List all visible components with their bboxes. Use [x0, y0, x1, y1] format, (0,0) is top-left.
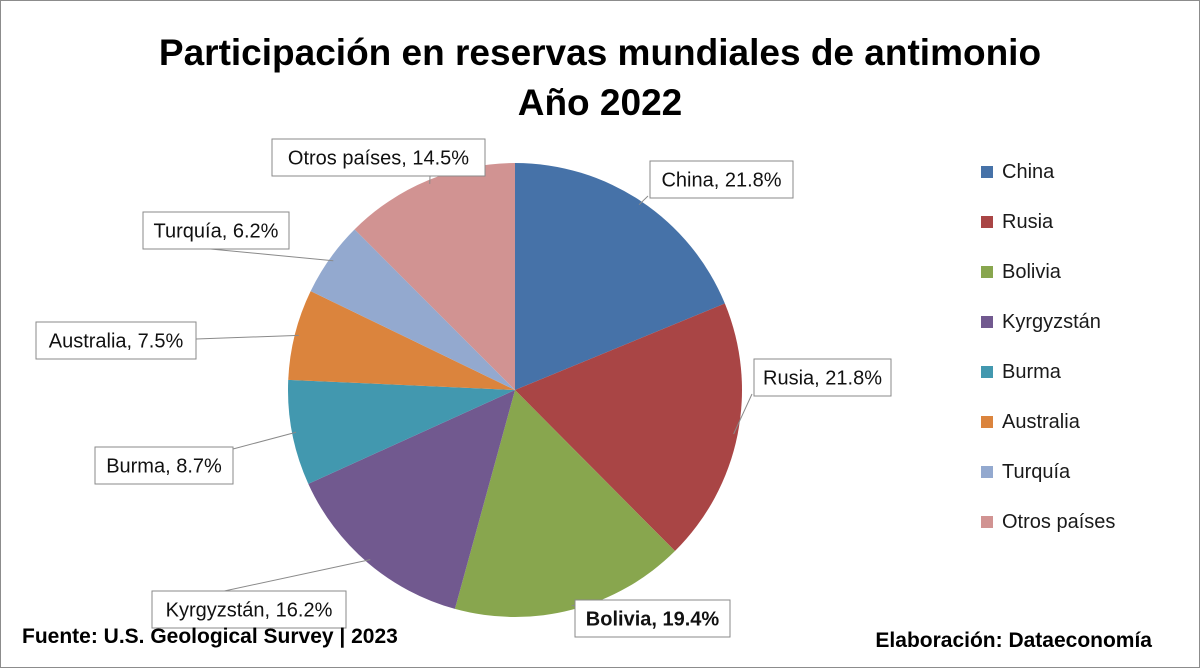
legend-item-australia: Australia [981, 397, 1115, 447]
pie-slice-otros-paises [354, 163, 515, 390]
legend-label: Otros países [1002, 510, 1116, 533]
legend-label: China [1002, 160, 1055, 183]
legend-swatch [981, 516, 993, 528]
data-label-bolivia: Bolivia, 19.4% [574, 599, 731, 638]
chart-title-line-2: Año 2022 [517, 82, 683, 123]
legend-item-china: China [981, 147, 1115, 197]
data-label-china: China, 21.8% [649, 160, 794, 199]
legend-swatch [981, 166, 993, 178]
legend-label: Bolivia [1002, 260, 1061, 283]
slice-labels: China, 21.8% Rusia, 21.8% Bolivia, 19.4% Ky… [35, 138, 892, 638]
legend-swatch [981, 366, 993, 378]
data-label-box [649, 160, 794, 199]
legend-swatch [981, 416, 993, 428]
data-label-box [574, 599, 731, 638]
legend-item-otros-paises: Otros países [981, 497, 1115, 547]
data-label-turquia: Turquía, 6.2% [142, 211, 290, 250]
legend-swatch [981, 316, 993, 328]
pie-slices [288, 163, 742, 617]
pie-slice-burma [288, 379, 515, 484]
credit-note: Elaboración: Dataeconomía [875, 629, 1152, 652]
data-label-text: Kyrgyzstán, 16.2% [166, 600, 333, 622]
data-label-box [271, 138, 486, 177]
data-label-text: China, 21.8% [661, 170, 781, 192]
leader-line-burma [232, 431, 297, 450]
legend-label: Burma [1002, 360, 1061, 383]
pie-slice-china [515, 163, 725, 390]
data-label-australia: Australia, 7.5% [35, 321, 197, 360]
data-label-text: Otros países, 14.5% [288, 148, 469, 170]
leader-line-australia [195, 334, 299, 340]
data-label-rusia: Rusia, 21.8% [753, 358, 892, 397]
pie-slice-bolivia [454, 390, 675, 617]
data-label-box [35, 321, 197, 360]
data-label-text: Turquía, 6.2% [154, 221, 279, 243]
data-label-box [94, 446, 234, 485]
source-note: Fuente: U.S. Geological Survey | 2023 [22, 625, 398, 648]
legend-item-turquia: Turquía [981, 447, 1115, 497]
pie-slice-turquia [310, 229, 515, 390]
leader-line-kyrgyzstan [214, 559, 371, 594]
data-label-box [753, 358, 892, 397]
legend-item-kyrgyzstan: Kyrgyzstán [981, 297, 1115, 347]
pie-slice-rusia [515, 303, 742, 552]
pie-slice-australia [288, 291, 515, 390]
data-label-box [151, 590, 347, 629]
legend-item-burma: Burma [981, 347, 1115, 397]
chart-title-line-1: Participación en reservas mundiales de a… [158, 32, 1042, 73]
legend-label: Australia [1002, 410, 1080, 433]
data-label-box [142, 211, 290, 250]
legend-label: Kyrgyzstán [1002, 310, 1101, 333]
leader-line-turquia [199, 247, 334, 262]
legend: China Rusia Bolivia Kyrgyzstán Burma Australi… [981, 147, 1115, 547]
data-label-text: Australia, 7.5% [49, 331, 184, 353]
data-label-text: Bolivia, 19.4% [586, 609, 720, 631]
legend-label: Rusia [1002, 210, 1054, 233]
legend-item-rusia: Rusia [981, 197, 1115, 247]
leader-line-china [638, 195, 649, 206]
data-label-text: Burma, 8.7% [106, 456, 222, 478]
legend-swatch [981, 216, 993, 228]
chart-title: Participación en reservas mundiales de a… [0, 28, 1200, 128]
legend-item-bolivia: Bolivia [981, 247, 1115, 297]
legend-swatch [981, 266, 993, 278]
legend-swatch [981, 466, 993, 478]
data-label-otros-paises: Otros países, 14.5% [271, 138, 486, 177]
pie-slice-kyrgyzstan [308, 390, 515, 609]
data-label-text: Rusia, 21.8% [763, 368, 882, 390]
data-label-burma: Burma, 8.7% [94, 446, 234, 485]
legend-label: Turquía [1002, 460, 1071, 483]
leader-line-rusia [733, 393, 753, 435]
data-label-kyrgyzstan: Kyrgyzstán, 16.2% [151, 590, 347, 629]
